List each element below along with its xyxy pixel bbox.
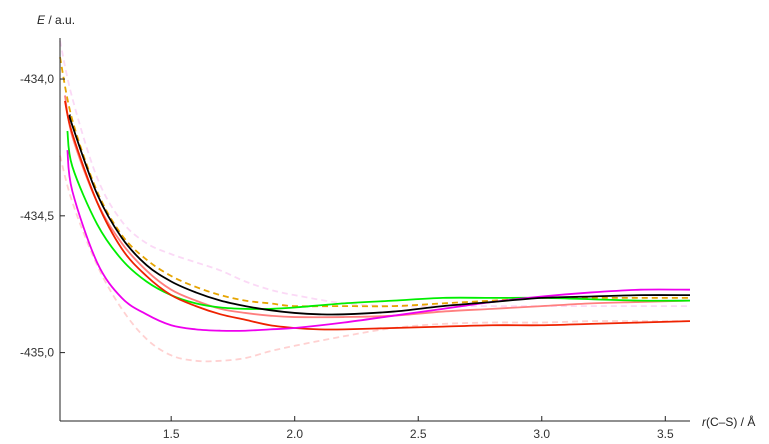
series-line-3 (64, 95, 691, 319)
y-tick-label: -434,5 (20, 209, 54, 223)
series-line-0 (59, 155, 690, 363)
y-tick-label: -435,0 (20, 346, 54, 360)
x-tick-label: 3.5 (657, 427, 674, 441)
y-axis-label: E / a.u. (37, 13, 75, 27)
y-axis-label-unit: / a.u. (45, 13, 75, 27)
y-tick-label: -434,0 (20, 72, 54, 86)
y-axis-label-var: E (37, 13, 46, 27)
series-line-5 (64, 100, 691, 331)
x-axis-label-unit: (C–S) / Å (706, 414, 755, 429)
series-line-7 (68, 114, 691, 316)
x-axis-label: r(C–S) / Å (702, 414, 755, 429)
x-tick-label: 1.5 (163, 427, 180, 441)
x-tick-label: 3.0 (533, 427, 550, 441)
x-ticks: 1.5 2.0 2.5 3.0 3.5 (163, 416, 674, 441)
y-ticks: -434,0 -434,5 -435,0 (20, 72, 65, 360)
x-axis-label-var: r (702, 415, 707, 429)
x-tick-label: 2.0 (286, 427, 303, 441)
x-tick-label: 2.5 (410, 427, 427, 441)
series-line-6 (66, 150, 691, 332)
series-line-2 (59, 56, 690, 308)
series-layer (59, 40, 691, 363)
